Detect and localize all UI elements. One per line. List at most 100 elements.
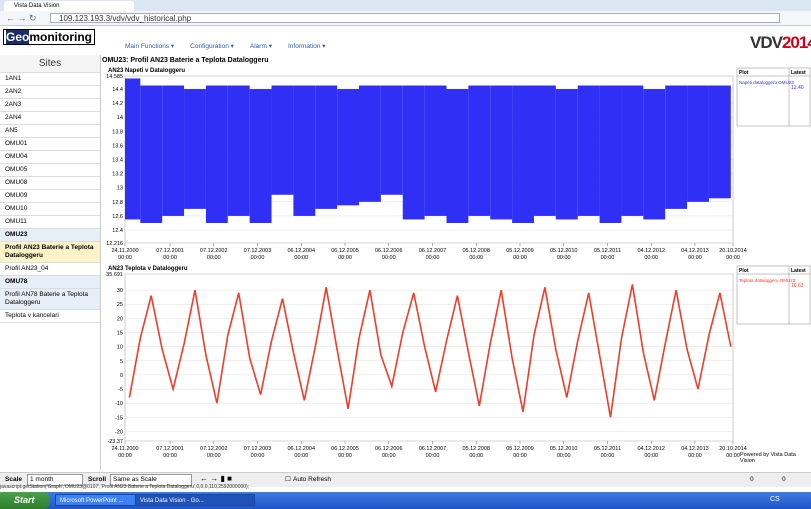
alarm-count[interactable]: 0 <box>750 476 754 483</box>
range-bar <box>533 85 556 216</box>
legend-header: Plot <box>739 70 749 76</box>
y-tick-label: -5 <box>118 387 123 393</box>
scroll-buttons[interactable]: ← → ▮ ■ <box>200 474 232 483</box>
y-tick-label: -23.37 <box>107 439 123 445</box>
site-item[interactable]: Profil AN78 Baterie a Teplota Datalogger… <box>0 289 100 310</box>
sidebar: Sites 1AN1 2AN2 2AN3 2AN4 AN5 OMU01 OMU04 OMU05 O… <box>0 55 101 470</box>
site-item[interactable]: OMU11 <box>0 216 100 229</box>
y-tick-label: 12.4 <box>112 228 123 234</box>
menu-item[interactable]: Main Functions <box>125 43 174 50</box>
x-tick-label: 06.12.2006 00:00 <box>375 446 403 459</box>
x-tick-label: 07.12.2001 00:00 <box>156 446 184 459</box>
x-tick-label: 06.12.2005 00:00 <box>331 248 359 261</box>
start-button[interactable]: Start <box>0 492 50 509</box>
range-bar <box>424 85 447 216</box>
logo-part: Geo <box>6 30 30 44</box>
x-tick-label: 07.12.2002 00:00 <box>200 446 228 459</box>
y-tick-label: 15 <box>117 331 123 337</box>
site-item[interactable]: OMU23 <box>0 229 100 242</box>
x-tick-label: 05.12.2011 00:00 <box>594 248 621 261</box>
x-tick-label: 05.12.2008 00:00 <box>462 248 490 261</box>
tab-bar <box>0 0 811 11</box>
menu-item[interactable]: Alarm <box>250 43 272 50</box>
site-item[interactable]: OMU10 <box>0 203 100 216</box>
site-item[interactable]: Profil AN23_04 <box>0 263 100 276</box>
site-item[interactable]: 2AN3 <box>0 99 100 112</box>
chart: AN23 Napeti v Dataloggeru 12.216 12.4 12.6 1… <box>106 67 811 261</box>
legend-box <box>736 67 811 127</box>
y-tick-label: 13.4 <box>112 158 123 164</box>
legend-header: Latest <box>791 70 806 76</box>
x-tick-label: 04.12.2012 00:00 <box>637 248 665 261</box>
site-item[interactable]: OMU78 <box>0 276 100 289</box>
range-bar <box>402 85 425 220</box>
site-item[interactable]: OMU04 <box>0 151 100 164</box>
page-title: OMU23: Profil AN23 Baterie a Teplota Dat… <box>102 57 269 64</box>
sidebar-title: Sites <box>0 55 100 73</box>
range-bar <box>315 85 338 209</box>
y-tick-label: 14.2 <box>112 101 123 107</box>
brand-part: VDV <box>750 33 783 52</box>
range-bar <box>468 85 491 216</box>
x-tick-label: 05.12.2011 00:00 <box>594 446 621 459</box>
logo-part: monitoring <box>29 30 92 44</box>
data-line <box>128 284 732 418</box>
x-tick-label: 04.12.2012 00:00 <box>637 446 665 459</box>
x-tick-label: 20.10.2014 00:00 <box>719 446 747 459</box>
site-item[interactable]: 2AN4 <box>0 112 100 125</box>
y-tick-label: -15 <box>115 415 123 421</box>
legend-header: Plot <box>739 268 749 274</box>
y-tick-label: 30 <box>117 288 123 294</box>
brand: VDV2014 <box>750 33 811 53</box>
site-item[interactable]: OMU09 <box>0 190 100 203</box>
site-item[interactable]: OMU01 <box>0 138 100 151</box>
legend-box <box>736 265 811 325</box>
y-tick-label: 10 <box>117 345 123 351</box>
legend-latest: 12.40 <box>791 85 804 91</box>
site-item[interactable]: Teplota v kancelari <box>0 310 100 323</box>
chart: AN23 Teplota v Dataloggeru -23.37 -20 -15 -1… <box>106 265 811 459</box>
menu-bar: Main Functions Configuration Alarm Informat… <box>125 42 342 50</box>
menu-item[interactable]: Configuration <box>190 43 234 50</box>
brand-part: 2014 <box>781 33 811 52</box>
task-window[interactable]: Vista Data Vision - Go... <box>135 494 255 506</box>
y-tick-label: 13 <box>117 186 123 192</box>
x-tick-label: 05.12.2008 00:00 <box>462 446 490 459</box>
plot-area <box>124 273 734 442</box>
range-bar <box>184 89 206 209</box>
site-item[interactable]: OMU05 <box>0 164 100 177</box>
site-item[interactable]: 2AN2 <box>0 86 100 99</box>
range-bar <box>665 85 688 209</box>
range-bar <box>359 85 381 202</box>
site-item[interactable]: AN5 <box>0 125 100 138</box>
range-bar <box>337 89 360 206</box>
x-tick-label: 05.12.2010 00:00 <box>550 248 578 261</box>
url-field[interactable]: 109.123.193.3/vdv/vdv_historical.php <box>50 13 780 23</box>
message-count[interactable]: 0 <box>782 476 786 483</box>
powered-by: Powered by Vista Data Vision <box>740 452 796 464</box>
range-bar <box>125 78 141 220</box>
nav-buttons[interactable]: ← → ↻ <box>6 13 37 23</box>
y-tick-label: 25 <box>117 302 123 308</box>
x-tick-label: 24.11.2000 00:00 <box>111 248 138 261</box>
site-item[interactable]: OMU08 <box>0 177 100 190</box>
scroll-select[interactable]: Same as Scale <box>110 474 192 486</box>
browser-tab[interactable]: Vista Data Vision <box>4 1 134 11</box>
checkbox[interactable]: ☐ <box>285 476 291 483</box>
range-bar <box>708 85 731 199</box>
legend-entry: Napeti dataloggeru OMU23 <box>739 80 794 85</box>
range-bar <box>205 85 228 223</box>
range-bar <box>446 89 469 223</box>
y-tick-label: 14.4 <box>112 87 123 93</box>
chart-title: AN23 Teplota v Dataloggeru <box>108 266 188 272</box>
legend-latest: 16.63 <box>791 283 804 289</box>
y-tick-label: -20 <box>115 429 123 435</box>
y-tick-label: 20 <box>117 316 123 322</box>
menu-item[interactable]: Information <box>288 43 326 50</box>
scale-select[interactable]: 1 month <box>27 474 83 486</box>
range-bar <box>643 89 666 220</box>
y-tick-label: 12.216 <box>106 241 123 247</box>
site-item[interactable]: Profil AN23 Baterie a Teplota Datalogger… <box>0 242 100 263</box>
label: Scale <box>5 476 22 483</box>
site-item[interactable]: 1AN1 <box>0 73 100 86</box>
